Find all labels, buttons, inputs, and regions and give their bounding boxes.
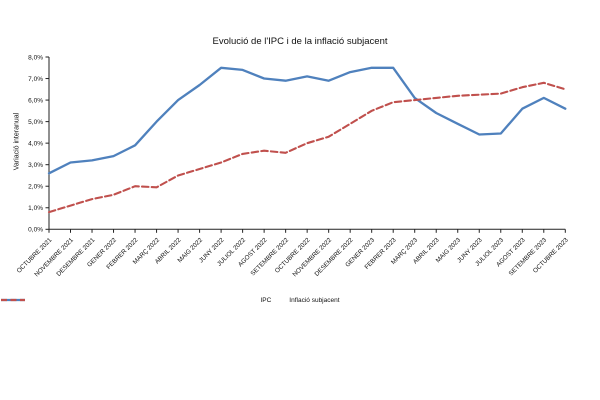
y-tick-label: 0,0% xyxy=(28,227,43,234)
y-tick-label: 4,0% xyxy=(28,140,43,147)
x-tick-label: NOVEMBRE 2022 xyxy=(292,236,334,278)
subjacent-series-line xyxy=(47,81,567,214)
legend-label-subjacent: Inflació subjacent xyxy=(289,297,340,304)
legend-label-ipc: IPC xyxy=(260,297,272,304)
y-tick-label: 6,0% xyxy=(28,97,43,104)
y-tick-label: 7,0% xyxy=(28,76,43,83)
x-tick-label: SETEMBRE 2022 xyxy=(249,236,290,277)
y-tick-label: 1,0% xyxy=(28,205,43,212)
legend-item-subjacent: Inflació subjacent xyxy=(1,297,340,304)
x-tick-label: SETEMBRE 2023 xyxy=(508,236,549,277)
y-tick-label: 8,0% xyxy=(28,54,43,61)
x-tick-label: OCTUBRE 2021 xyxy=(16,236,54,274)
x-tick-label: DESEMBRE 2021 xyxy=(55,236,96,277)
y-tick-label: 3,0% xyxy=(28,162,43,169)
legend: IPC Inflació subjacent xyxy=(0,297,600,304)
ipc-series-line xyxy=(47,66,567,175)
legend-item-ipc: IPC xyxy=(1,297,272,304)
x-tick-label: DESEMBRE 2022 xyxy=(313,236,354,277)
y-tick-label: 5,0% xyxy=(28,119,43,126)
x-tick-label: NOVEMBRE 2021 xyxy=(33,236,75,278)
subjacent-line-swatch xyxy=(1,298,25,302)
chart-title: Evolució de l'IPC i de la inflació subja… xyxy=(212,36,388,47)
y-tick-label: 2,0% xyxy=(28,184,43,191)
